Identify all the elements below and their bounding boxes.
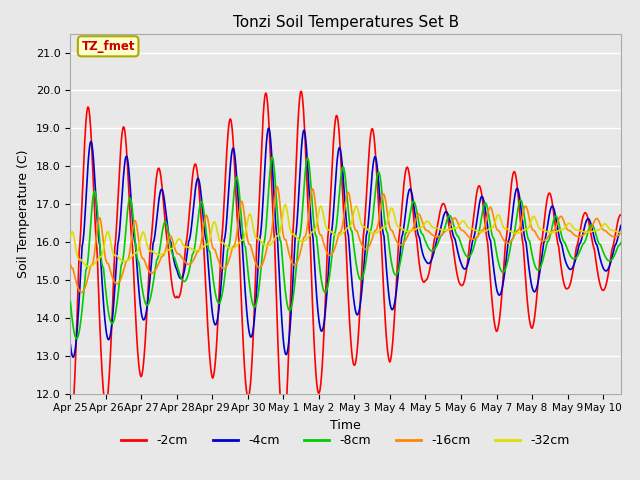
Text: TZ_fmet: TZ_fmet bbox=[81, 40, 135, 53]
X-axis label: Time: Time bbox=[330, 419, 361, 432]
Y-axis label: Soil Temperature (C): Soil Temperature (C) bbox=[17, 149, 30, 278]
Legend: -2cm, -4cm, -8cm, -16cm, -32cm: -2cm, -4cm, -8cm, -16cm, -32cm bbox=[116, 429, 575, 452]
Title: Tonzi Soil Temperatures Set B: Tonzi Soil Temperatures Set B bbox=[232, 15, 459, 30]
